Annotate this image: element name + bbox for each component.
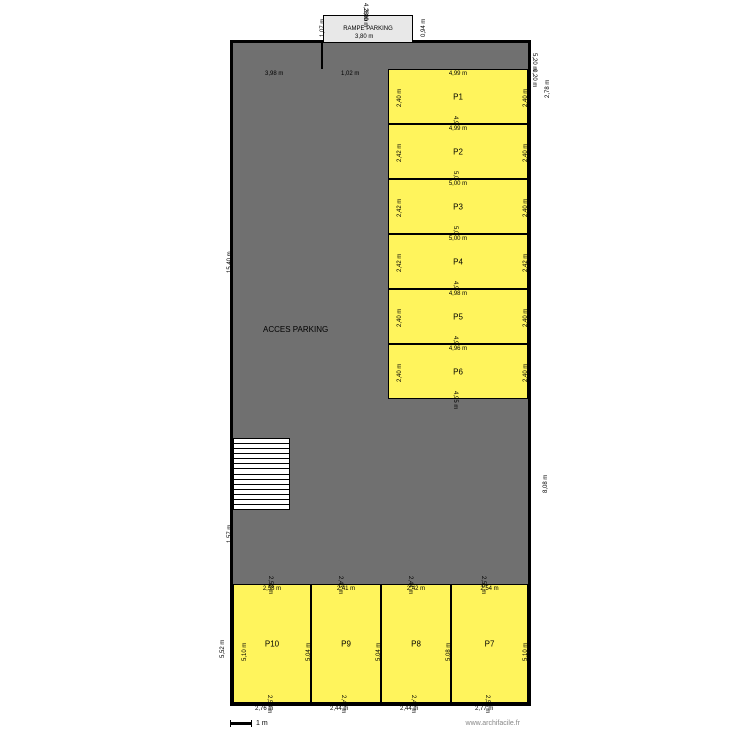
spot-p10-label: P10 xyxy=(265,639,279,648)
dim: 5,00 m xyxy=(449,181,467,187)
dim: 0,20 m xyxy=(531,69,537,87)
spot-p5-label: P5 xyxy=(453,312,463,321)
spot-p5: P5 4,98 m 4,96 m 2,40 m 2,40 m xyxy=(388,289,528,344)
dim: 2,40 m xyxy=(523,144,529,162)
dim: 2,77 m xyxy=(475,706,493,712)
dim: 5,10 m xyxy=(523,643,529,661)
dim: 2,40 m xyxy=(397,309,403,327)
ramp-label: RAMPE PARKING xyxy=(343,26,393,32)
dim: 4,98 m xyxy=(449,291,467,297)
dim: 2,76 m xyxy=(255,706,273,712)
dim: 3,80 m xyxy=(355,34,373,40)
credit: www.archifacile.fr xyxy=(466,720,520,727)
spot-p9-label: P9 xyxy=(341,639,351,648)
spot-p1: P1 4,99 m 4,99 m 2,40 m 2,40 m xyxy=(388,69,528,124)
dim: 3,98 m xyxy=(265,71,283,77)
dim: 4,95 m xyxy=(452,391,458,409)
dim: 4,99 m xyxy=(449,71,467,77)
dim: 2,43 m xyxy=(337,576,343,594)
spot-p7: P7 2,54 m 2,56 m 5,10 m xyxy=(451,584,528,703)
spot-p7-label: P7 xyxy=(485,639,495,648)
dim: 2,40 m xyxy=(523,309,529,327)
dim: 8,08 m xyxy=(543,475,549,493)
stairs xyxy=(233,438,290,510)
dim: 5,52 m xyxy=(220,640,226,658)
dim: 2,44 m xyxy=(407,576,413,594)
dim: 2,42 m xyxy=(397,199,403,217)
dim: 1,02 m xyxy=(341,71,359,77)
dim: 2,40 m xyxy=(523,199,529,217)
dim: 4,28 m xyxy=(362,3,368,21)
floor-plan: RAMPE PARKING ACCES PARKING P1 4,99 m 4,… xyxy=(230,40,531,706)
dim: 15,40 m xyxy=(227,251,233,273)
spot-p8-label: P8 xyxy=(411,639,421,648)
dim: 2,55 m xyxy=(480,576,486,594)
spot-p6: P6 4,96 m 4,95 m 2,40 m 2,40 m xyxy=(388,344,528,399)
spot-p4-label: P4 xyxy=(453,257,463,266)
dim: 5,00 m xyxy=(449,236,467,242)
dim: 2,42 m xyxy=(523,254,529,272)
spot-p10: P10 2,58 m 2,58 m 5,10 m 5,04 m xyxy=(233,584,311,703)
dim: 2,42 m xyxy=(397,254,403,272)
dim: 2,59 m xyxy=(267,576,273,594)
scale-bar: 1 m xyxy=(230,720,268,727)
spot-p6-label: P6 xyxy=(453,367,463,376)
dim: 2,78 m xyxy=(545,80,551,98)
spot-p2-label: P2 xyxy=(453,147,463,156)
dim: 2,44 m xyxy=(330,706,348,712)
dim: 1,07 m xyxy=(320,19,326,37)
dim: 0,94 m xyxy=(421,19,427,37)
spot-p8: P8 2,42 m 2,42 m 5,08 m xyxy=(381,584,451,703)
access-label: ACCES PARKING xyxy=(263,325,328,334)
scale-label: 1 m xyxy=(256,720,268,727)
inner-wall-top xyxy=(321,43,323,69)
spot-p3: P3 5,00 m 5,00 m 2,42 m 2,40 m xyxy=(388,179,528,234)
dim: 4,99 m xyxy=(449,126,467,132)
spot-p4: P4 5,00 m 4,98 m 2,42 m 2,42 m xyxy=(388,234,528,289)
dim: 2,42 m xyxy=(397,144,403,162)
dim: 2,44 m xyxy=(400,706,418,712)
dim: 2,40 m xyxy=(523,364,529,382)
dim: 2,40 m xyxy=(397,89,403,107)
dim: 5,10 m xyxy=(242,643,248,661)
spot-p3-label: P3 xyxy=(453,202,463,211)
dim: 4,96 m xyxy=(449,346,467,352)
dim: 2,40 m xyxy=(397,364,403,382)
spot-p2: P2 4,99 m 5,00 m 2,42 m 2,40 m xyxy=(388,124,528,179)
spot-p9: P9 2,41 m 2,42 m 5,04 m xyxy=(311,584,381,703)
dim: 2,40 m xyxy=(523,89,529,107)
dim: 1,57 m xyxy=(227,525,233,543)
spot-p1-label: P1 xyxy=(453,92,463,101)
